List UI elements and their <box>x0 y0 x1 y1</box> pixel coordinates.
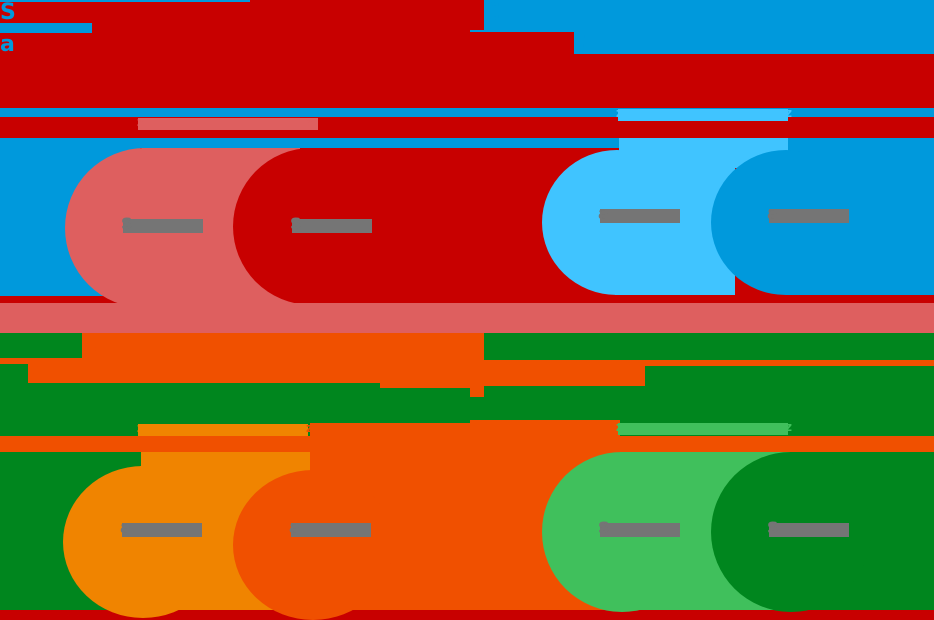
bottom-left-title-block-2 <box>28 358 470 383</box>
bottom-left-circle-b-label: a <box>289 520 371 537</box>
top-right-title-block-left <box>470 30 626 32</box>
top-left-marker-strip <box>138 118 318 130</box>
top-right-marker-z1: z <box>616 106 623 120</box>
bottom-left-title-block-3 <box>0 358 28 364</box>
bottom-left-marker-z2: z <box>306 422 313 434</box>
top-left-title-strip-2 <box>0 23 92 33</box>
top-left-marker-z2: z <box>306 115 313 129</box>
bottom-left-title-glyph-2: d <box>28 358 44 383</box>
top-right-title-glyph-1: C <box>484 0 501 25</box>
bottom-right-top-orange <box>380 380 480 388</box>
bottom-left-circle-b <box>233 470 393 620</box>
bottom-left-title-glyph-1: C <box>82 332 99 357</box>
bottom-right-title-strip-orange-3 <box>645 360 934 366</box>
top-right-title-block <box>484 0 934 30</box>
separator-band <box>0 303 934 333</box>
top-left-circle-b-label: S <box>290 216 372 233</box>
bottom-left-marker-strip <box>138 424 308 436</box>
top-left-title-glyph-1: S <box>0 0 16 25</box>
top-right-title-glyph-2: t <box>574 28 585 53</box>
bottom-right-title-glyph-2: t <box>645 364 656 389</box>
bottom-right-marker-z2: z <box>785 420 792 434</box>
bottom-right-title-strip-orange-2 <box>470 360 645 386</box>
bottom-right-marker-z1: z <box>616 420 623 434</box>
bottom-right-title-glyph-1: C <box>484 332 501 357</box>
top-right-dark-fill <box>786 155 934 295</box>
bottom-left-marker-z1: z <box>137 421 144 435</box>
stripe-blue-2 <box>0 138 934 148</box>
top-right-circle-b-label: a <box>767 206 849 223</box>
bottom-right-circle-b-label: S <box>767 520 849 537</box>
bottom-right-circle-a-label: S <box>598 520 680 537</box>
stripe-blue-1 <box>0 108 934 117</box>
top-left-marker-z1: z <box>137 115 144 129</box>
top-right-title-block-2 <box>574 30 934 54</box>
top-right-circle-a-label: a <box>598 206 680 223</box>
top-right-marker-z2: z <box>785 106 792 120</box>
top-left-title-strip <box>0 0 250 2</box>
top-left-title-glyph-2: a <box>0 32 15 57</box>
top-right-marker-strip-light <box>618 109 788 121</box>
bottom-right-marker-strip <box>618 423 788 435</box>
top-left-circle-a-label: S <box>121 216 203 233</box>
bottom-left-title-block <box>82 333 470 358</box>
bottom-left-circle-a-label: a <box>120 520 202 537</box>
